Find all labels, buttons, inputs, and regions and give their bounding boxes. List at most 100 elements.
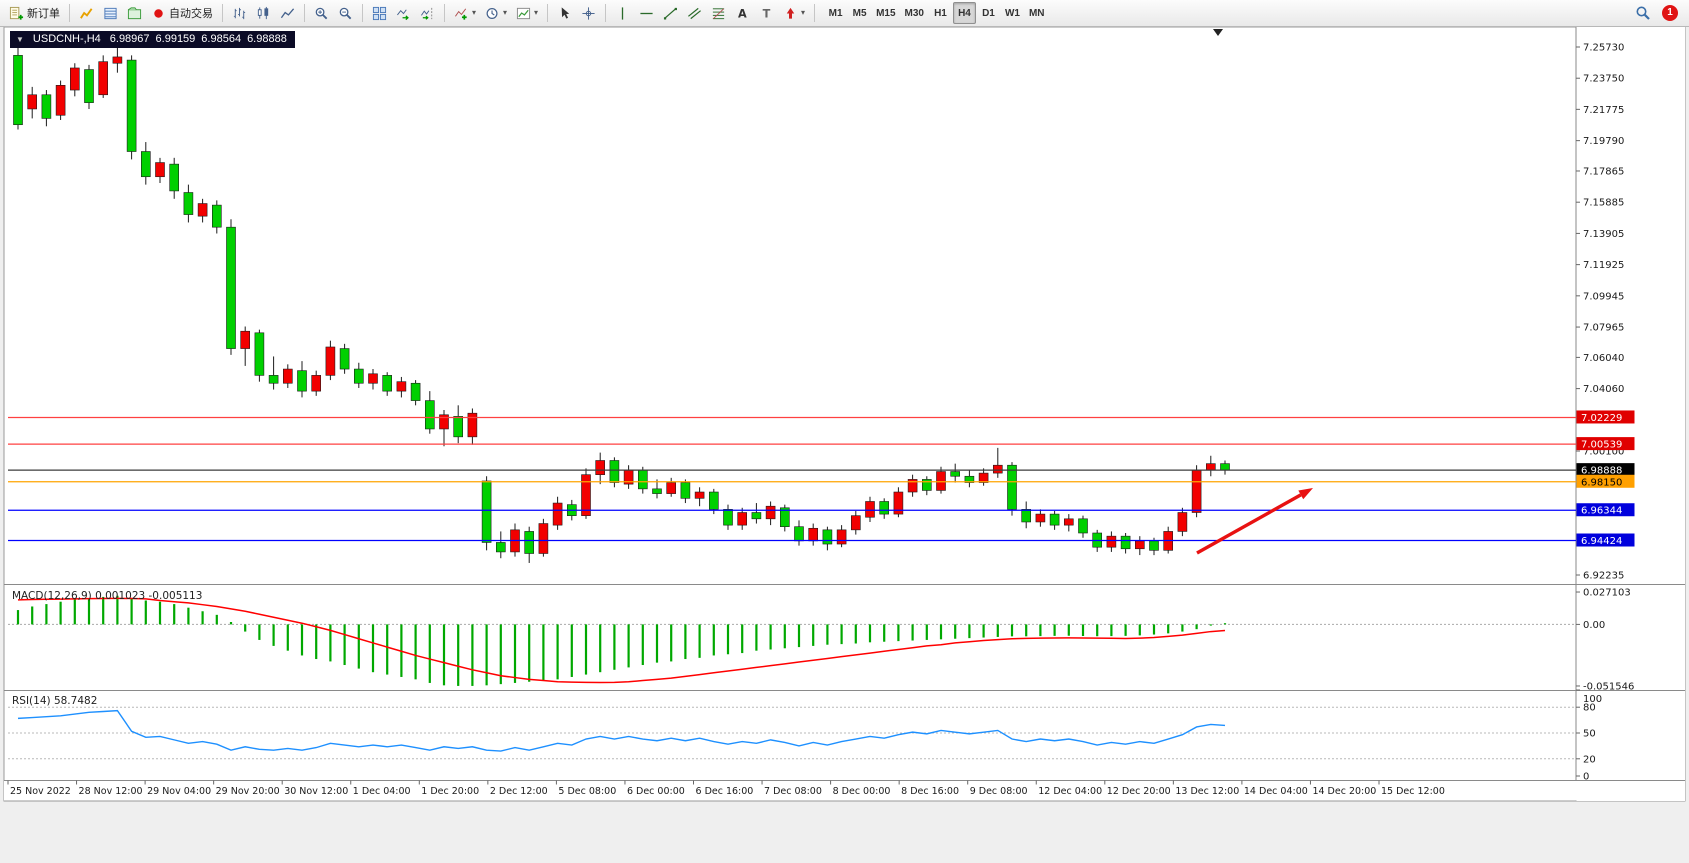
one-click-trading-toggle-icon[interactable]: ▼ [16, 34, 24, 44]
periods-button[interactable]: ▾ [481, 2, 511, 24]
time-tick-label: 7 Dec 08:00 [764, 786, 822, 797]
candle [978, 472, 989, 483]
bar-chart-button[interactable] [228, 2, 251, 24]
candle [1135, 540, 1145, 550]
candle [197, 203, 208, 217]
line-chart-button[interactable] [276, 2, 299, 24]
navigator-button[interactable] [123, 2, 146, 24]
trendline-button[interactable] [659, 2, 682, 24]
cursor-button[interactable] [553, 2, 576, 24]
candle [439, 414, 449, 430]
time-tick-label: 14 Dec 20:00 [1312, 786, 1376, 797]
timeframe-button-m5[interactable]: M5 [848, 2, 871, 24]
timeframe-button-mn[interactable]: MN [1025, 2, 1049, 24]
timeframe-button-m1[interactable]: M1 [824, 2, 847, 24]
time-axis[interactable] [4, 781, 1685, 801]
tile-windows-button[interactable] [368, 2, 391, 24]
timeframe-button-m15[interactable]: M15 [872, 2, 899, 24]
time-tick-label: 30 Nov 12:00 [284, 786, 348, 797]
zoom-out-button[interactable] [334, 2, 357, 24]
time-tick-label: 6 Dec 00:00 [627, 786, 685, 797]
price-badge-label: 6.98150 [1581, 477, 1622, 488]
channel-button[interactable] [683, 2, 706, 24]
chart-window [3, 26, 1686, 802]
timeframe-group: M1 M5 M15 M30 H1 H4 D1 W1 MN [824, 2, 1048, 24]
time-tick-label: 14 Dec 04:00 [1244, 786, 1308, 797]
arrows-tool-button[interactable]: ▾ [779, 2, 809, 24]
timeframe-button-h4[interactable]: H4 [952, 2, 976, 24]
periods-clock-icon [486, 7, 498, 19]
price-tick-label: 7.17865 [1583, 166, 1624, 177]
candle [368, 373, 378, 384]
price-tick-label: 7.00100 [1583, 447, 1624, 458]
templates-button[interactable]: ▾ [512, 2, 542, 24]
candlestick-button[interactable] [252, 2, 275, 24]
candle [396, 381, 407, 392]
candle [1206, 463, 1216, 471]
notification-badge[interactable]: 1 [1662, 5, 1678, 21]
macd-indicator-label: MACD(12,26,9) 0.001023 -0.005113 [12, 590, 202, 602]
time-tick-label: 12 Dec 04:00 [1038, 786, 1102, 797]
candle [794, 526, 804, 542]
chart-shift-button[interactable] [416, 2, 439, 24]
horizontal-line-button[interactable] [635, 2, 658, 24]
crosshair-button[interactable] [577, 2, 600, 24]
time-tick-label: 6 Dec 16:00 [696, 786, 754, 797]
candle [141, 151, 151, 178]
zoom-in-button[interactable] [310, 2, 333, 24]
price-tick-label: 7.23750 [1583, 74, 1624, 85]
arrow-shape-icon [786, 7, 795, 19]
text-label-button[interactable]: T [755, 2, 778, 24]
fibonacci-icon [712, 7, 725, 19]
candle [169, 163, 179, 192]
price-tick-label: 7.11925 [1583, 260, 1624, 271]
auto-scroll-button[interactable] [392, 2, 415, 24]
price-tick-label: 6.92235 [1583, 571, 1624, 582]
candle [850, 515, 861, 531]
price-tick-label: 7.04060 [1583, 384, 1624, 395]
macd-scale-label: -0.051546 [1583, 681, 1634, 692]
candle [1220, 463, 1230, 471]
text-icon: A [738, 7, 747, 20]
data-window-button[interactable] [99, 2, 122, 24]
timeframe-button-d1[interactable]: D1 [977, 2, 1000, 24]
crosshair-icon [582, 6, 595, 20]
timeframe-button-h1[interactable]: H1 [929, 2, 952, 24]
candle [1078, 518, 1088, 534]
trend-arrow-annotation[interactable] [1196, 493, 1302, 555]
zoom-in-icon [315, 7, 328, 19]
text-label-icon: T [763, 7, 771, 20]
macd-scale-label: 0.00 [1583, 620, 1605, 631]
candle [212, 204, 222, 228]
search-button[interactable] [1631, 2, 1655, 24]
candle [126, 59, 137, 152]
vertical-line-button[interactable] [611, 2, 634, 24]
new-order-label: 新订单 [27, 8, 60, 20]
chart-shift-marker-icon[interactable] [1213, 29, 1223, 36]
candle [723, 509, 733, 526]
autotrading-button[interactable]: 自动交易 [147, 2, 217, 24]
time-tick-label: 5 Dec 08:00 [558, 786, 616, 797]
time-tick-label: 2 Dec 12:00 [490, 786, 548, 797]
timeframe-button-m30[interactable]: M30 [901, 2, 928, 24]
market-watch-button[interactable] [75, 2, 98, 24]
new-order-button[interactable]: 新订单 [5, 2, 64, 24]
time-tick-label: 29 Nov 04:00 [147, 786, 211, 797]
indicators-button[interactable]: ▾ [450, 2, 480, 24]
text-button[interactable]: A [731, 2, 754, 24]
toolbar-separator [69, 4, 70, 22]
timeframe-button-w1[interactable]: W1 [1001, 2, 1024, 24]
cursor-icon [561, 6, 570, 19]
market-watch-icon [80, 7, 93, 19]
fibonacci-button[interactable] [707, 2, 730, 24]
chart-shift-icon [421, 7, 433, 20]
candle [424, 400, 435, 430]
candle [453, 416, 464, 438]
svg-text:A: A [738, 7, 747, 20]
time-tick-label: 8 Dec 00:00 [833, 786, 891, 797]
candle [765, 505, 776, 520]
indicators-icon [455, 8, 467, 20]
candle [481, 480, 492, 543]
